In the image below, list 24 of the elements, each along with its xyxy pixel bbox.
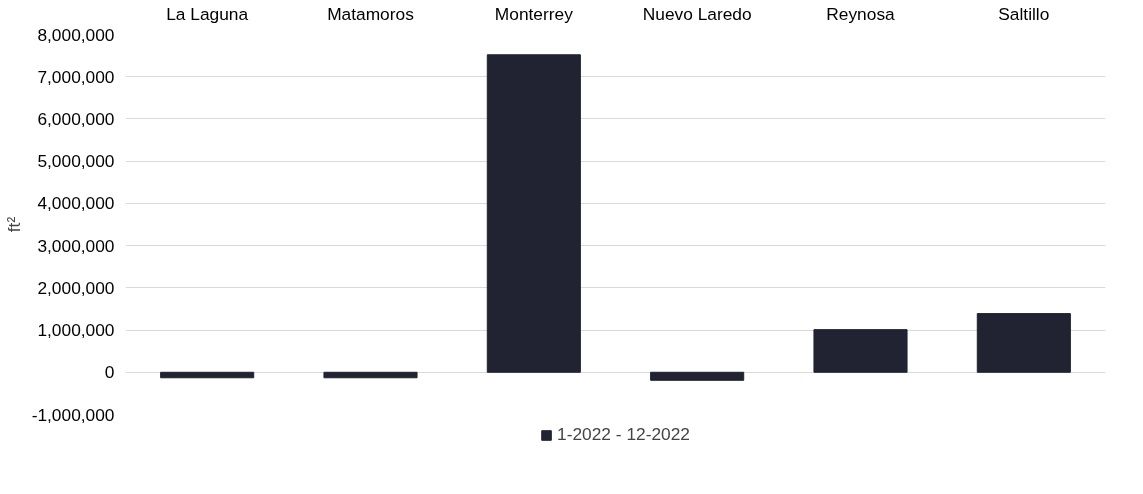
y-tick-label: -1,000,000	[31, 404, 115, 425]
y-tick-label: 6,000,000	[37, 108, 115, 129]
y-tick-label: 5,000,000	[37, 151, 115, 172]
y-tick-label: 2,000,000	[37, 277, 115, 298]
bar	[160, 371, 255, 379]
x-tick-label: La Laguna	[166, 3, 249, 24]
y-tick-label: 0	[104, 362, 115, 383]
bar	[486, 54, 581, 373]
y-tick-label: 1,000,000	[37, 320, 115, 341]
legend-label: 1-2022 - 12-2022	[557, 424, 690, 445]
x-tick-label: Monterrey	[494, 3, 574, 24]
x-tick-label: Nuevo Laredo	[642, 3, 752, 24]
x-tick-label: Reynosa	[826, 3, 896, 24]
bar	[650, 371, 745, 381]
x-tick-label: Matamoros	[327, 3, 415, 24]
bar	[813, 329, 908, 373]
bar	[323, 371, 418, 379]
y-tick-label: 8,000,000	[37, 24, 115, 45]
y-axis-title: ft²	[3, 216, 24, 233]
y-tick-label: 3,000,000	[37, 235, 115, 256]
x-tick-label: Saltillo	[998, 3, 1050, 24]
bar	[976, 313, 1071, 373]
y-tick-label: 7,000,000	[37, 66, 115, 87]
y-tick-label: 4,000,000	[37, 193, 115, 214]
